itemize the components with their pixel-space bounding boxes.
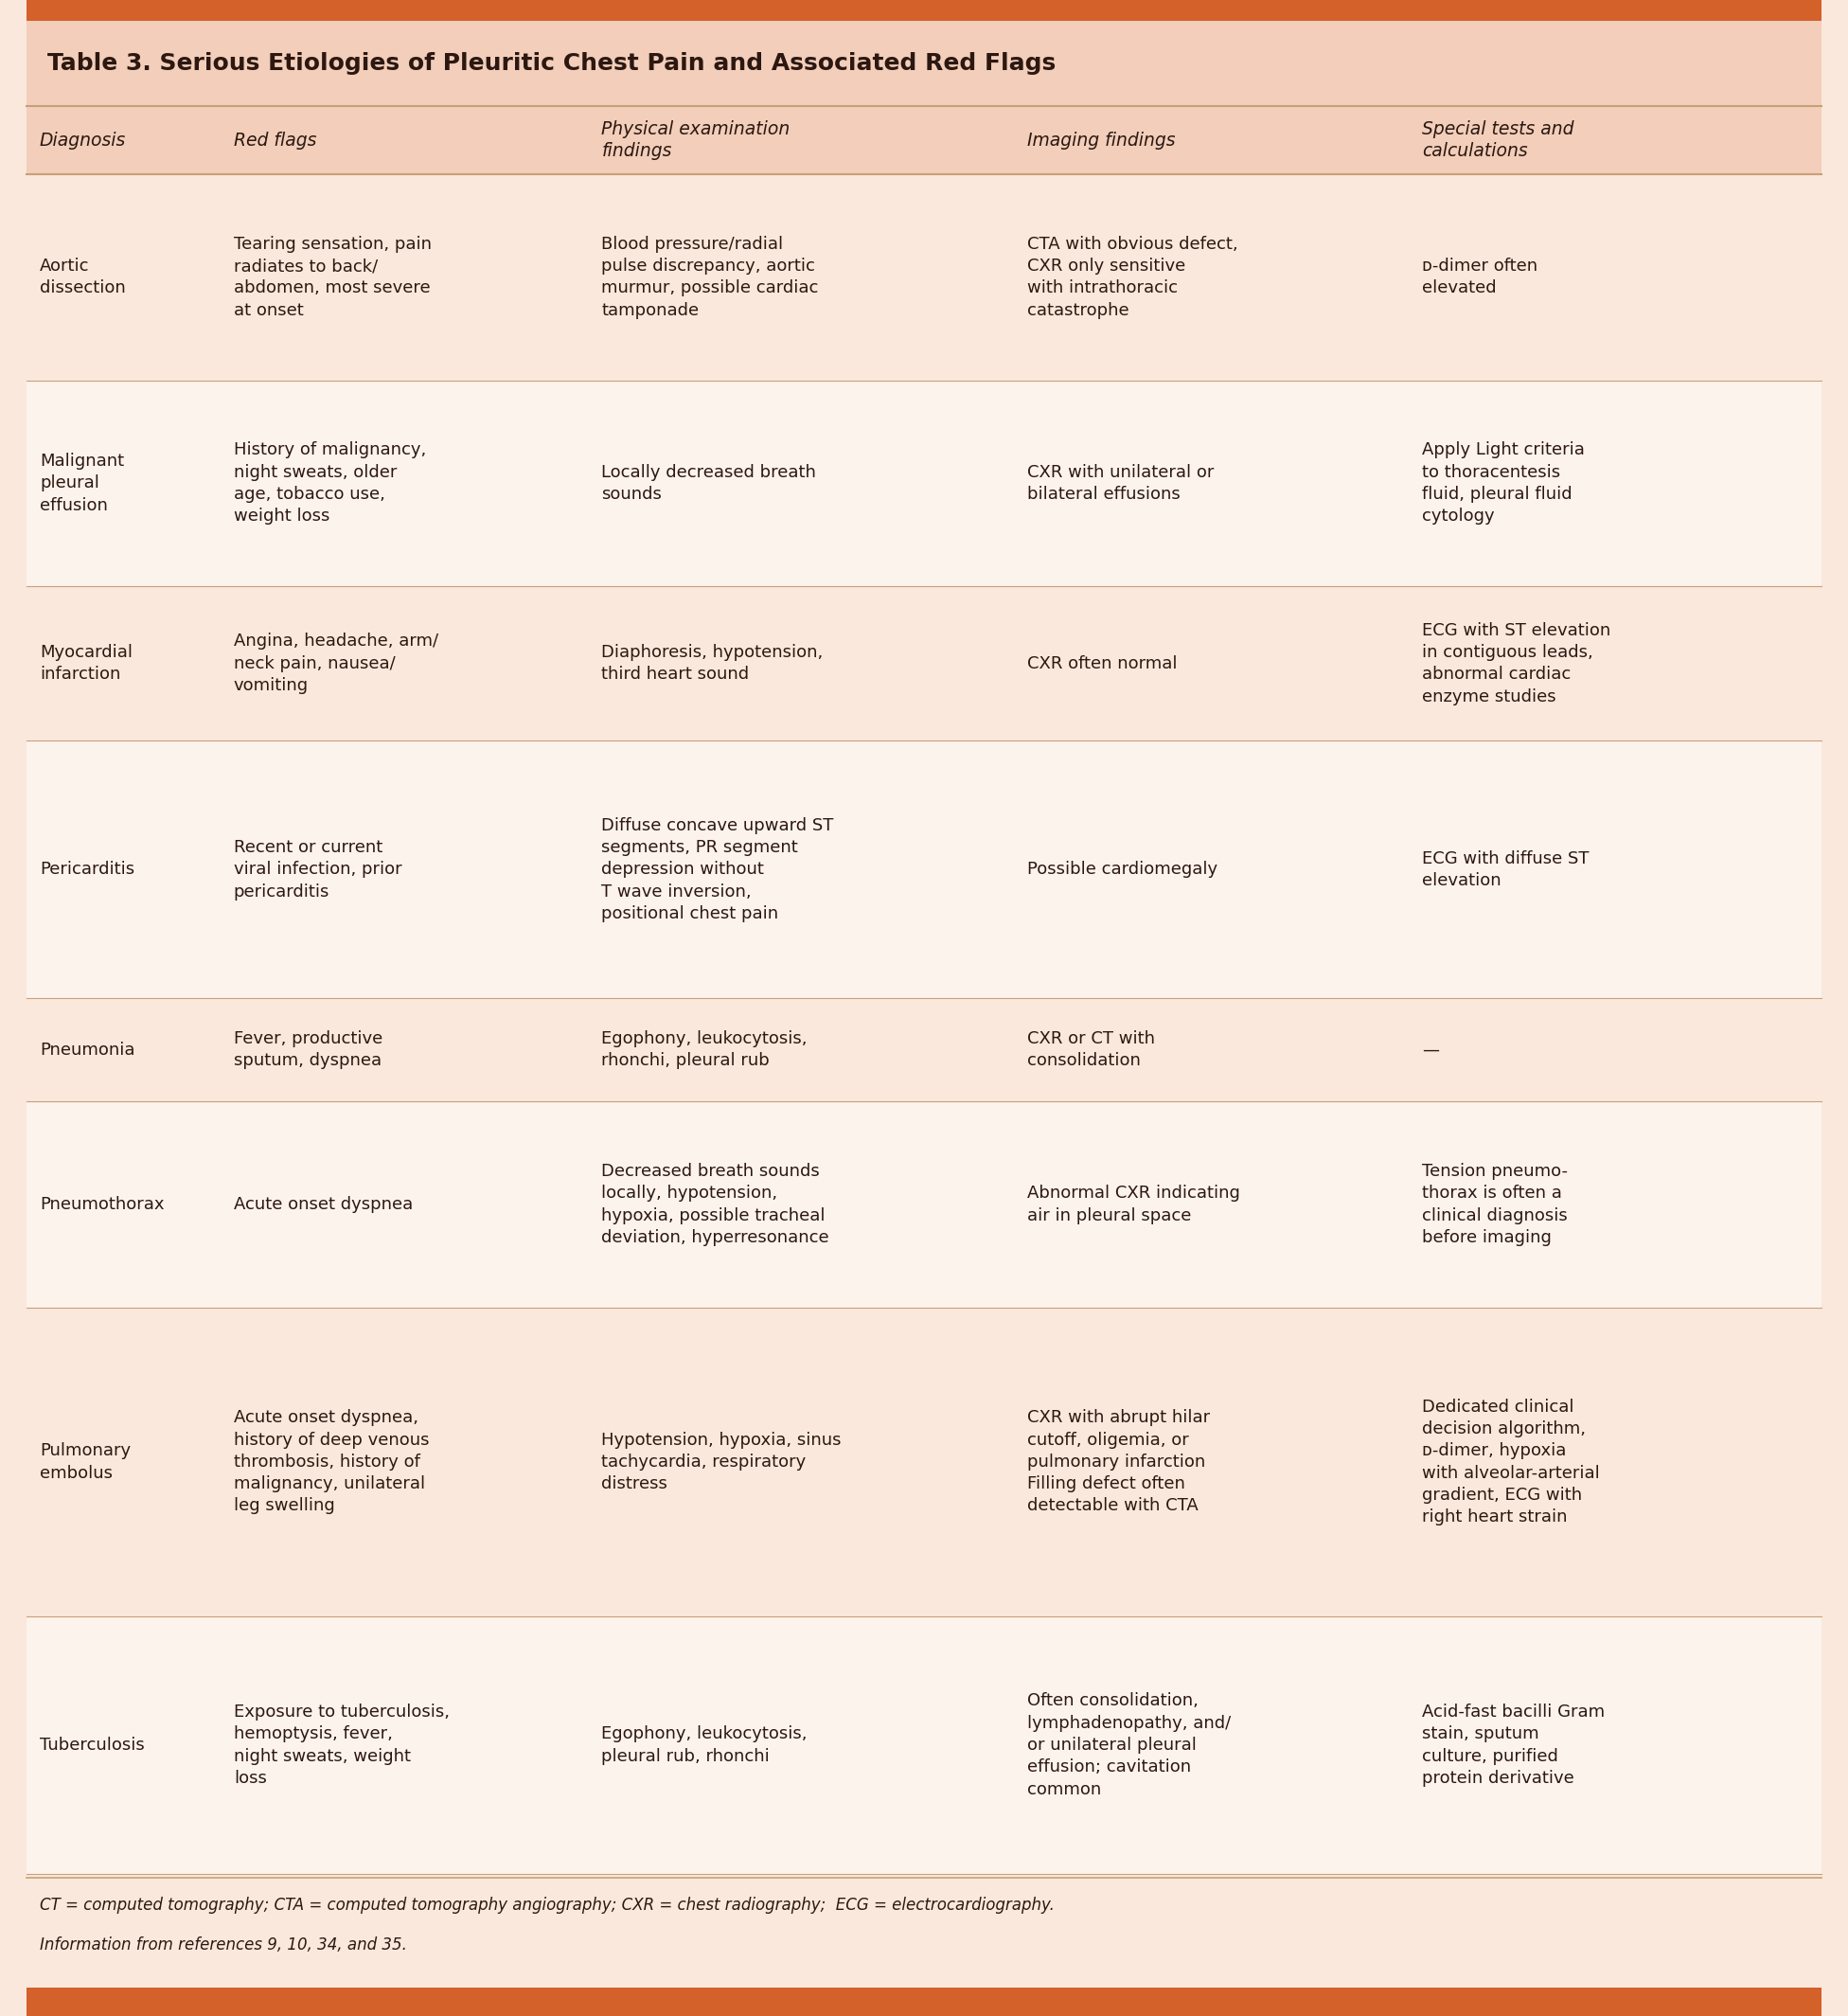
Text: Malignant
pleural
effusion: Malignant pleural effusion: [41, 454, 124, 514]
Text: —: —: [1421, 1042, 1440, 1058]
Text: Pericarditis: Pericarditis: [41, 861, 135, 879]
Text: History of malignancy,
night sweats, older
age, tobacco use,
weight loss: History of malignancy, night sweats, old…: [233, 442, 427, 524]
Text: ᴅ-dimer often
elevated: ᴅ-dimer often elevated: [1421, 258, 1538, 296]
Text: CXR or CT with
consolidation: CXR or CT with consolidation: [1027, 1030, 1155, 1068]
Text: CTA with obvious defect,
CXR only sensitive
with intrathoracic
catastrophe: CTA with obvious defect, CXR only sensit…: [1027, 236, 1238, 319]
Bar: [1822, 0, 1848, 2016]
Bar: [26, 998, 1822, 1101]
Text: ECG with ST elevation
in contiguous leads,
abnormal cardiac
enzyme studies: ECG with ST elevation in contiguous lead…: [1421, 621, 1611, 706]
Text: Often consolidation,
lymphadenopathy, and/
or unilateral pleural
effusion; cavit: Often consolidation, lymphadenopathy, an…: [1027, 1693, 1231, 1798]
Text: Red flags: Red flags: [233, 131, 316, 149]
Text: Diagnosis: Diagnosis: [41, 131, 126, 149]
Text: CXR with abrupt hilar
cutoff, oligemia, or
pulmonary infarction
Filling defect o: CXR with abrupt hilar cutoff, oligemia, …: [1027, 1409, 1210, 1514]
Text: Egophony, leukocytosis,
pleural rub, rhonchi: Egophony, leukocytosis, pleural rub, rho…: [602, 1726, 808, 1764]
Text: Abnormal CXR indicating
air in pleural space: Abnormal CXR indicating air in pleural s…: [1027, 1185, 1240, 1224]
Text: Acute onset dyspnea,
history of deep venous
thrombosis, history of
malignancy, u: Acute onset dyspnea, history of deep ven…: [233, 1409, 429, 1514]
Text: Locally decreased breath
sounds: Locally decreased breath sounds: [602, 464, 817, 502]
Text: Myocardial
infarction: Myocardial infarction: [41, 643, 133, 683]
Bar: [0, 0, 26, 2016]
Text: Blood pressure/radial
pulse discrepancy, aortic
murmur, possible cardiac
tampona: Blood pressure/radial pulse discrepancy,…: [602, 236, 819, 319]
Text: Apply Light criteria
to thoracentesis
fluid, pleural fluid
cytology: Apply Light criteria to thoracentesis fl…: [1421, 442, 1584, 524]
Text: CT = computed tomography; CTA = computed tomography angiography; CXR = chest rad: CT = computed tomography; CTA = computed…: [41, 1897, 1055, 1913]
Text: Aortic
dissection: Aortic dissection: [41, 258, 126, 296]
Bar: [26, 20, 1822, 107]
Text: Tension pneumo-
thorax is often a
clinical diagnosis
before imaging: Tension pneumo- thorax is often a clinic…: [1421, 1163, 1567, 1246]
Bar: [26, 587, 1822, 740]
Bar: [26, 173, 1822, 381]
Text: Imaging findings: Imaging findings: [1027, 131, 1175, 149]
Bar: [26, 381, 1822, 587]
Text: CXR with unilateral or
bilateral effusions: CXR with unilateral or bilateral effusio…: [1027, 464, 1214, 502]
Text: Diffuse concave upward ST
segments, PR segment
depression without
T wave inversi: Diffuse concave upward ST segments, PR s…: [602, 816, 833, 921]
Bar: [26, 1617, 1822, 1875]
Text: Acute onset dyspnea: Acute onset dyspnea: [233, 1195, 412, 1214]
Text: Fever, productive
sputum, dyspnea: Fever, productive sputum, dyspnea: [233, 1030, 383, 1068]
Text: Physical examination
findings: Physical examination findings: [602, 121, 791, 159]
Text: Exposure to tuberculosis,
hemoptysis, fever,
night sweats, weight
loss: Exposure to tuberculosis, hemoptysis, fe…: [233, 1704, 449, 1786]
Bar: [26, 740, 1822, 998]
Bar: [26, 1877, 1822, 1992]
Text: Special tests and
calculations: Special tests and calculations: [1421, 121, 1574, 159]
Bar: [26, 1988, 1822, 2016]
Text: Information from references 9, 10, 34, and 35.: Information from references 9, 10, 34, a…: [41, 1937, 407, 1954]
Text: Decreased breath sounds
locally, hypotension,
hypoxia, possible tracheal
deviati: Decreased breath sounds locally, hypoten…: [602, 1163, 830, 1246]
Bar: [26, 1308, 1822, 1617]
Text: Angina, headache, arm/
neck pain, nausea/
vomiting: Angina, headache, arm/ neck pain, nausea…: [233, 633, 438, 694]
Text: Possible cardiomegaly: Possible cardiomegaly: [1027, 861, 1218, 879]
Text: Egophony, leukocytosis,
rhonchi, pleural rub: Egophony, leukocytosis, rhonchi, pleural…: [602, 1030, 808, 1068]
Text: Pulmonary
embolus: Pulmonary embolus: [41, 1441, 131, 1482]
Text: Acid-fast bacilli Gram
stain, sputum
culture, purified
protein derivative: Acid-fast bacilli Gram stain, sputum cul…: [1421, 1704, 1604, 1786]
Bar: [26, 0, 1822, 20]
Text: CXR often normal: CXR often normal: [1027, 655, 1177, 671]
Text: Table 3. Serious Etiologies of Pleuritic Chest Pain and Associated Red Flags: Table 3. Serious Etiologies of Pleuritic…: [48, 52, 1055, 75]
Text: Dedicated clinical
decision algorithm,
ᴅ-dimer, hypoxia
with alveolar-arterial
g: Dedicated clinical decision algorithm, ᴅ…: [1421, 1399, 1600, 1526]
Text: Pneumonia: Pneumonia: [41, 1042, 135, 1058]
Text: Tearing sensation, pain
radiates to back/
abdomen, most severe
at onset: Tearing sensation, pain radiates to back…: [233, 236, 431, 319]
Text: Pneumothorax: Pneumothorax: [41, 1195, 164, 1214]
Text: Recent or current
viral infection, prior
pericarditis: Recent or current viral infection, prior…: [233, 839, 401, 901]
Text: Hypotension, hypoxia, sinus
tachycardia, respiratory
distress: Hypotension, hypoxia, sinus tachycardia,…: [602, 1431, 841, 1492]
Text: Tuberculosis: Tuberculosis: [41, 1736, 144, 1754]
Text: Diaphoresis, hypotension,
third heart sound: Diaphoresis, hypotension, third heart so…: [602, 643, 824, 683]
Text: ECG with diffuse ST
elevation: ECG with diffuse ST elevation: [1421, 851, 1589, 889]
Bar: [26, 107, 1822, 173]
Bar: [26, 1101, 1822, 1308]
